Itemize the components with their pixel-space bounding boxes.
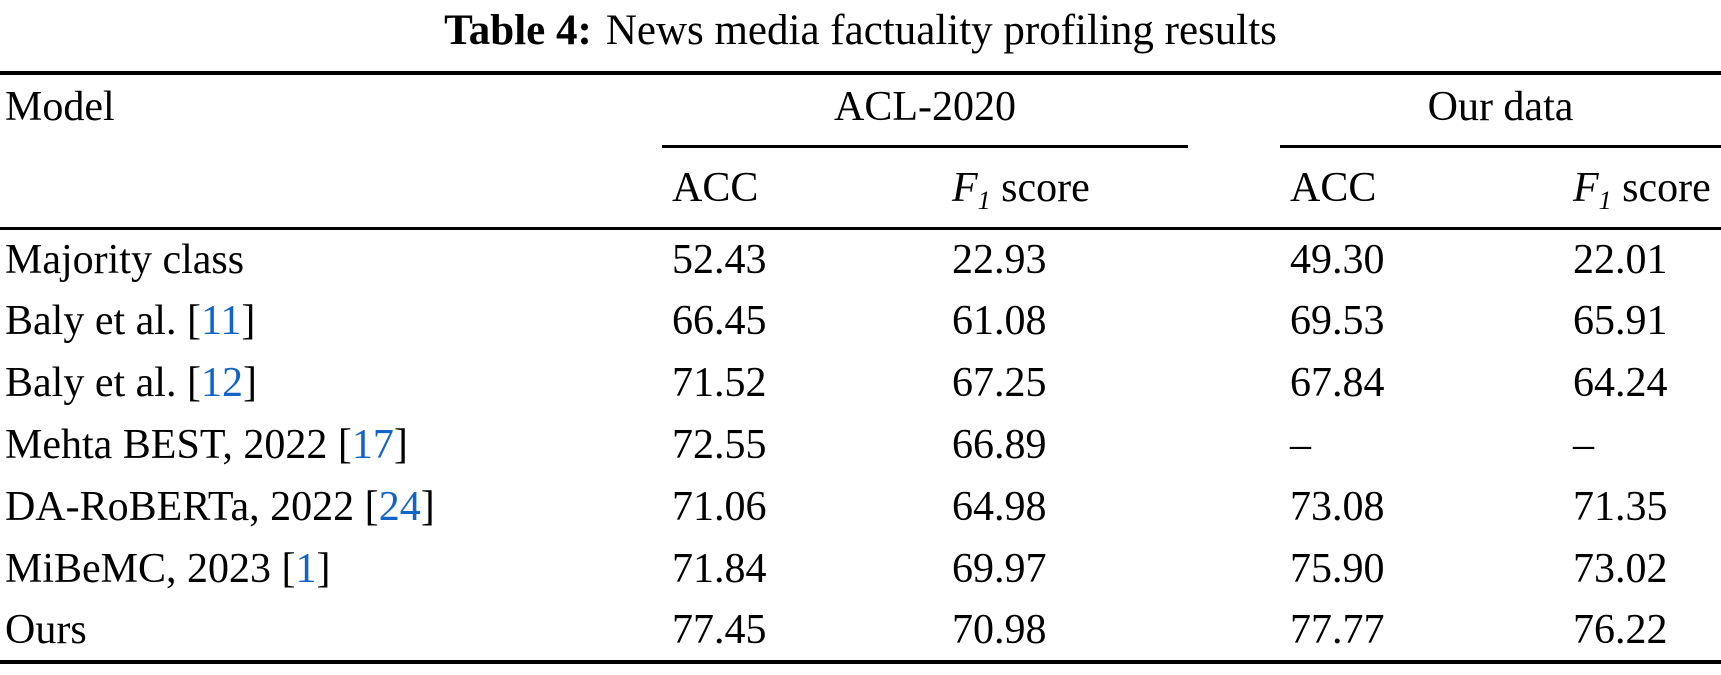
our-f1-cell: 22.01 <box>1573 236 1668 283</box>
model-name: Baly et al. [ <box>5 298 201 344</box>
citation-link[interactable]: 1 <box>295 546 317 592</box>
table-row: Baly et al. [12] 71.52 67.25 67.84 64.24 <box>0 352 1721 414</box>
acl-f1-cell: 61.08 <box>952 298 1047 344</box>
header-acc-ourdata: ACC <box>1280 148 1563 230</box>
our-acc-cell: 49.30 <box>1290 236 1385 283</box>
table-row: Baly et al. [11] 66.45 61.08 69.53 65.91 <box>0 290 1721 352</box>
table-row: Mehta BEST, 2022 [17] 72.55 66.89 – – <box>0 414 1721 476</box>
model-name-end: ] <box>420 484 435 530</box>
model-name: Ours <box>5 607 87 653</box>
table-row: MiBeMC, 2023 [1] 71.84 69.97 75.90 73.02 <box>0 538 1721 600</box>
our-acc-cell: 69.53 <box>1290 298 1385 344</box>
acl-f1-cell: 69.97 <box>952 546 1047 592</box>
model-name-end: ] <box>242 360 257 406</box>
acl-f1-cell: 64.98 <box>952 484 1047 530</box>
header-model: Model <box>0 73 662 230</box>
our-acc-cell: 67.84 <box>1290 360 1385 406</box>
caption-label: Table 4: <box>444 7 592 54</box>
acl-acc-cell: 71.84 <box>672 546 767 592</box>
header-group-ourdata: Our data <box>1280 73 1721 148</box>
group-label-ourdata: Our data <box>1427 84 1574 130</box>
acl-f1-cell: 22.93 <box>952 236 1047 283</box>
model-name: MiBeMC, 2023 [ <box>5 546 296 592</box>
f1-letter: F <box>952 165 978 212</box>
table-caption: Table 4: News media factuality profiling … <box>0 0 1721 71</box>
acl2020-underline: ACL-2020 <box>662 75 1188 148</box>
acl-acc-cell: 71.06 <box>672 484 767 530</box>
acl-f1-cell: 67.25 <box>952 360 1047 406</box>
f1-subscript: 1 <box>977 186 991 216</box>
results-table: Model ACL-2020 Our data ACC F1 score ACC… <box>0 71 1721 664</box>
caption-text: News media factuality profiling results <box>605 7 1277 54</box>
our-f1-cell: 76.22 <box>1563 600 1721 664</box>
model-name: DA-RoBERTa, 2022 [ <box>5 484 379 530</box>
acl-acc-cell: 71.52 <box>672 360 767 406</box>
model-cell: Baly et al. [11] <box>0 290 662 352</box>
model-cell: Ours <box>0 600 662 664</box>
model-cell: Mehta BEST, 2022 [17] <box>0 414 662 476</box>
acl-acc-cell: 52.43 <box>672 236 767 283</box>
model-name-end: ] <box>316 546 331 592</box>
our-f1-cell: – <box>1573 422 1594 468</box>
header-f1-ourdata: F1 score <box>1563 148 1721 230</box>
table-row: DA-RoBERTa, 2022 [24] 71.06 64.98 73.08 … <box>0 476 1721 538</box>
acl-f1-cell: 66.89 <box>952 422 1047 468</box>
acl-acc-cell: 72.55 <box>672 422 767 468</box>
ourdata-underline: Our data <box>1280 75 1721 148</box>
f1-letter: F <box>1573 165 1599 212</box>
our-f1-cell: 73.02 <box>1573 546 1668 592</box>
table-row: Majority class 52.43 22.93 49.30 22.01 <box>0 228 1721 290</box>
acl-acc-cell: 77.45 <box>662 600 942 664</box>
our-acc-cell: 77.77 <box>1280 600 1563 664</box>
our-f1-cell: 64.24 <box>1573 360 1668 406</box>
citation-link[interactable]: 11 <box>200 298 242 344</box>
model-cell: Baly et al. [12] <box>0 352 662 414</box>
subheader-row: ACC F1 score ACC F1 score <box>0 148 1721 230</box>
group-label-acl2020: ACL-2020 <box>834 84 1016 130</box>
model-name: Mehta BEST, 2022 [ <box>5 422 352 468</box>
model-name-end: ] <box>241 298 256 344</box>
our-acc-cell: – <box>1290 422 1311 468</box>
our-f1-cell: 65.91 <box>1573 298 1668 344</box>
model-cell: MiBeMC, 2023 [1] <box>0 538 662 600</box>
citation-link[interactable]: 17 <box>351 422 394 468</box>
acl-acc-cell: 66.45 <box>672 298 767 344</box>
our-f1-cell: 71.35 <box>1573 484 1668 530</box>
citation-link[interactable]: 12 <box>200 360 243 406</box>
f1-rest: score <box>990 165 1090 212</box>
model-name: Majority class <box>5 236 245 283</box>
group-header-row: Model ACL-2020 Our data <box>0 73 1721 230</box>
citation-link[interactable]: 24 <box>378 484 421 530</box>
header-group-acl2020: ACL-2020 <box>662 73 1280 148</box>
model-name: Baly et al. [ <box>5 360 201 406</box>
header-f1-acl2020: F1 score <box>942 148 1280 230</box>
header-acc-acl2020: ACC <box>662 148 942 230</box>
table-row: Ours 77.45 70.98 77.77 76.22 <box>0 600 1721 664</box>
f1-rest: score <box>1611 165 1711 212</box>
our-acc-cell: 75.90 <box>1290 546 1385 592</box>
acl-f1-cell: 70.98 <box>942 600 1280 664</box>
f1-subscript: 1 <box>1598 186 1612 216</box>
model-cell: Majority class <box>0 228 662 290</box>
model-cell: DA-RoBERTa, 2022 [24] <box>0 476 662 538</box>
our-acc-cell: 73.08 <box>1290 484 1385 530</box>
model-name-end: ] <box>393 422 408 468</box>
